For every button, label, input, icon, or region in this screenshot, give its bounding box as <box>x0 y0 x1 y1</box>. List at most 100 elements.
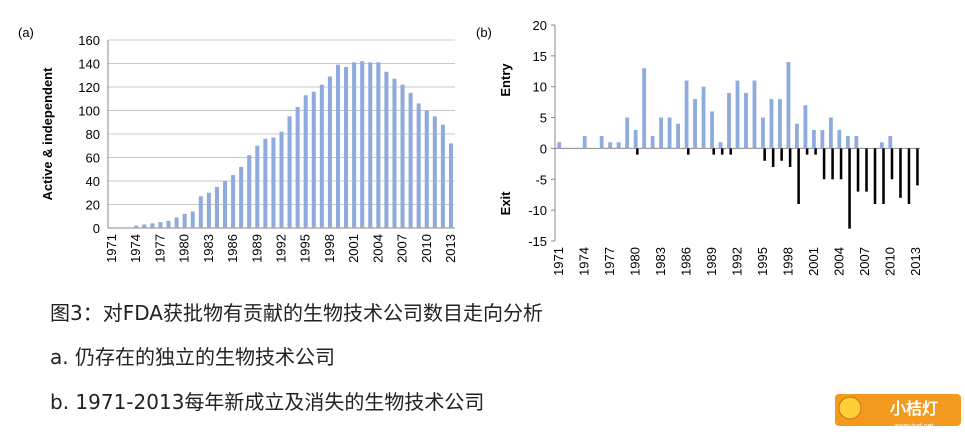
x-tick-label: 2013 <box>908 247 923 276</box>
x-tick-label: 1986 <box>679 247 694 276</box>
x-tick-label: 1992 <box>274 234 289 263</box>
bar <box>255 145 260 228</box>
bar <box>408 92 413 228</box>
logo-icon <box>838 396 862 420</box>
bar <box>327 76 332 228</box>
bar <box>134 225 139 228</box>
x-tick-label: 1971 <box>551 247 566 276</box>
bar <box>142 224 147 228</box>
bar <box>352 62 357 229</box>
bar <box>727 92 731 149</box>
x-tick-label: 1998 <box>780 247 795 276</box>
bar <box>710 111 714 149</box>
bar <box>848 148 851 229</box>
bar <box>440 124 445 228</box>
bar <box>625 117 630 149</box>
bar <box>295 106 300 228</box>
x-tick-label: 1995 <box>298 234 313 263</box>
y-tick-label: 10 <box>533 80 547 95</box>
y-tick-label: 100 <box>78 104 100 119</box>
x-tick-label: 2004 <box>831 247 846 276</box>
x-tick-label: 1989 <box>704 247 719 276</box>
y-tick-label: 20 <box>533 18 547 33</box>
bar <box>879 142 884 149</box>
x-tick-label: 1980 <box>628 247 643 276</box>
bar <box>582 136 587 149</box>
bar <box>190 211 195 228</box>
bar <box>693 99 697 149</box>
bar <box>247 155 252 228</box>
bar <box>780 148 783 161</box>
bar <box>174 217 179 228</box>
bar <box>166 220 171 228</box>
bar <box>311 91 316 228</box>
y-tick-label: 20 <box>86 198 100 213</box>
caption-line: a. 仍存在的独立的生物技术公司 <box>50 345 335 369</box>
bar <box>557 142 562 149</box>
bar <box>752 80 757 149</box>
bar <box>854 136 859 149</box>
x-tick-label: 1983 <box>653 247 668 276</box>
bar <box>831 148 834 180</box>
x-tick-label: 1974 <box>577 247 592 276</box>
bar <box>400 84 405 229</box>
y-tick-label: 60 <box>86 151 100 166</box>
y-axis-label: Active & independent <box>40 67 55 201</box>
x-tick-label: 2010 <box>882 247 897 276</box>
bar <box>239 166 244 228</box>
series-label: Entry <box>498 63 513 97</box>
series-label: Exit <box>498 191 513 216</box>
bar <box>376 62 381 229</box>
y-tick-label: 160 <box>78 33 100 48</box>
x-tick-label: 2001 <box>806 247 821 276</box>
bar <box>279 131 284 228</box>
bar <box>769 99 774 149</box>
bar <box>797 148 800 204</box>
bar <box>888 136 893 149</box>
bar <box>761 117 765 149</box>
y-tick-label: 5 <box>540 111 547 126</box>
y-tick-label: 0 <box>93 221 100 236</box>
bar <box>778 99 782 149</box>
x-tick-label: 2007 <box>395 234 410 263</box>
bar <box>839 148 843 180</box>
caption-title: 图3：对FDA获批物有贡献的生物技术公司数目走向分析 <box>50 301 543 325</box>
bar <box>599 136 604 149</box>
bar <box>684 80 689 149</box>
bar <box>788 148 792 167</box>
bar <box>771 148 775 167</box>
y-tick-label: 0 <box>540 141 547 156</box>
bar <box>899 148 902 198</box>
y-tick-label: -15 <box>528 234 547 249</box>
bar <box>206 192 211 228</box>
bar <box>432 116 437 228</box>
bar <box>384 71 389 228</box>
bar <box>636 148 639 155</box>
bar <box>676 123 680 149</box>
bar <box>287 116 292 228</box>
bar <box>805 148 809 155</box>
x-tick-label: 1977 <box>602 247 617 276</box>
y-tick-label: -5 <box>535 172 547 187</box>
caption-line: b. 1971-2013每年新成立及消失的生物技术公司 <box>50 390 484 414</box>
bar <box>263 138 268 228</box>
bar <box>729 148 732 155</box>
bar <box>811 129 816 149</box>
bar <box>856 148 860 192</box>
bar <box>344 67 349 229</box>
bar <box>650 136 655 149</box>
x-tick-label: 1986 <box>225 234 240 263</box>
bar <box>448 143 453 228</box>
bar <box>424 110 429 228</box>
bar <box>718 142 723 149</box>
x-tick-label: 1998 <box>322 234 337 263</box>
y-tick-label: 120 <box>78 80 100 95</box>
bar <box>303 95 308 228</box>
x-tick-label: 1983 <box>201 234 216 263</box>
bar <box>916 148 919 186</box>
bar <box>231 175 236 228</box>
bar <box>368 62 373 229</box>
bar <box>882 148 885 204</box>
x-tick-label: 1974 <box>128 234 143 263</box>
